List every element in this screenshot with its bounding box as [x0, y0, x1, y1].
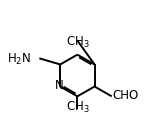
Text: N: N	[55, 79, 64, 92]
Text: CH$_3$: CH$_3$	[66, 100, 89, 115]
Text: CH$_3$: CH$_3$	[66, 35, 89, 50]
Text: H$_2$N: H$_2$N	[7, 52, 31, 67]
Text: CHO: CHO	[112, 89, 139, 102]
